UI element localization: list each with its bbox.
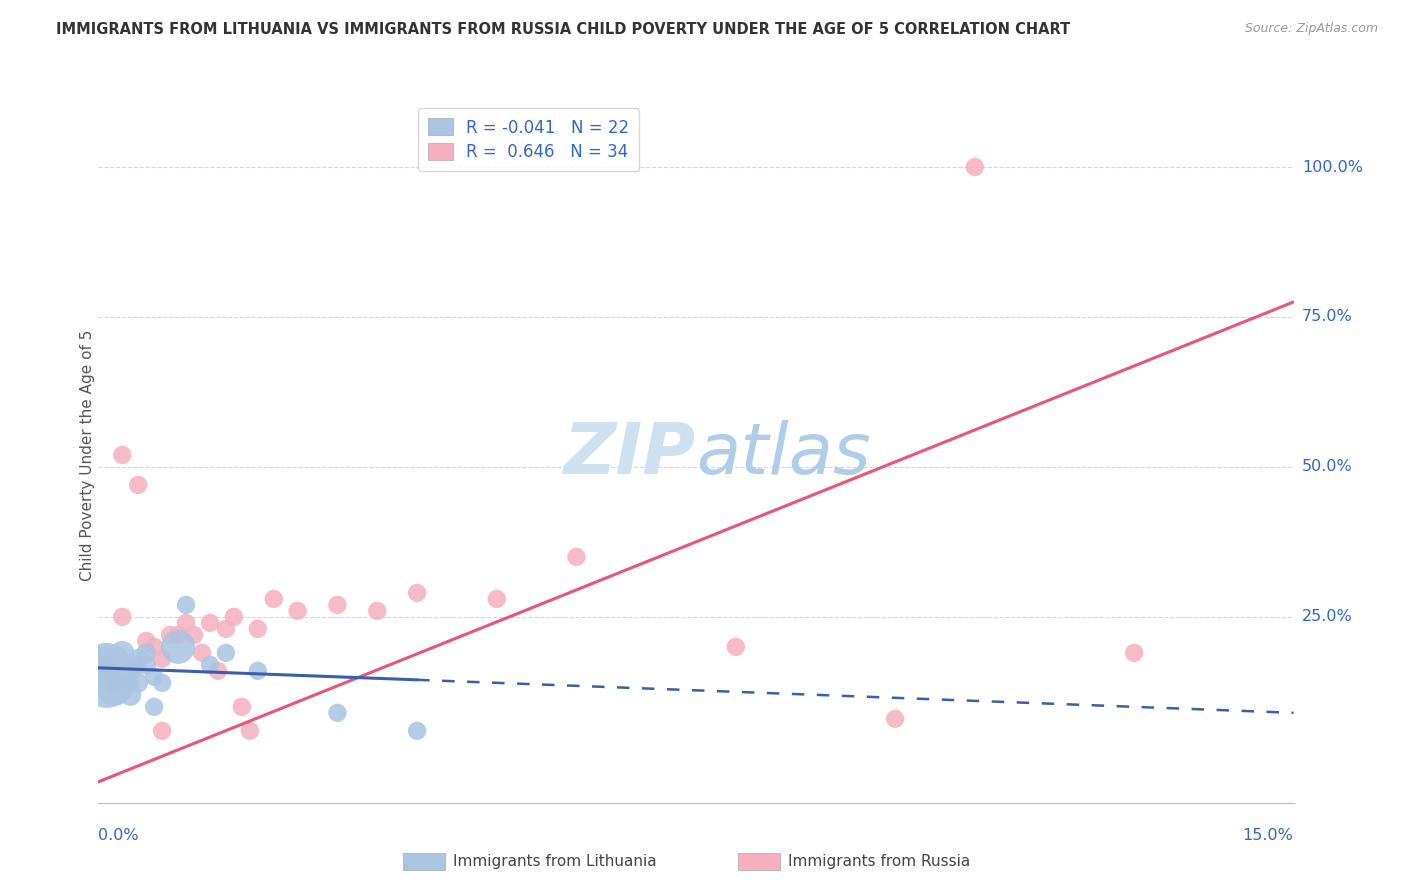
Text: 15.0%: 15.0% (1243, 828, 1294, 843)
Point (198, 657, 221, 672)
Text: Immigrants from Russia: Immigrants from Russia (787, 855, 970, 870)
Text: Immigrants from Lithuania: Immigrants from Lithuania (453, 855, 657, 870)
Point (231, 699, 253, 714)
Point (167, 628, 190, 642)
Point (565, 549, 588, 564)
Point (963, 160, 986, 174)
Point (326, 706, 349, 720)
Point (366, 604, 388, 618)
Bar (404, 853, 446, 871)
Text: atlas: atlas (696, 420, 870, 490)
Point (96, 670, 118, 684)
Point (191, 646, 214, 660)
Point (222, 610, 245, 624)
Text: Source: ZipAtlas.com: Source: ZipAtlas.com (1244, 22, 1378, 36)
Point (239, 723, 262, 738)
Point (159, 628, 181, 642)
Point (246, 664, 269, 678)
Point (96, 657, 118, 672)
Point (127, 676, 149, 690)
Point (135, 633, 157, 648)
Point (406, 723, 429, 738)
Point (198, 615, 221, 630)
Point (884, 712, 907, 726)
Point (183, 628, 205, 642)
Text: 100.0%: 100.0% (1302, 160, 1362, 175)
Point (263, 591, 285, 606)
Text: 0.0%: 0.0% (98, 828, 139, 843)
Point (111, 610, 134, 624)
Point (127, 478, 149, 492)
Point (120, 676, 142, 690)
Point (103, 681, 125, 696)
Point (143, 699, 166, 714)
Point (1123, 646, 1146, 660)
Legend: R = -0.041   N = 22, R =  0.646   N = 34: R = -0.041 N = 22, R = 0.646 N = 34 (418, 109, 640, 171)
Point (167, 640, 190, 654)
Y-axis label: Child Poverty Under the Age of 5: Child Poverty Under the Age of 5 (80, 329, 94, 581)
Point (215, 622, 238, 636)
Point (326, 598, 349, 612)
Point (120, 688, 142, 702)
Point (111, 646, 134, 660)
Point (111, 664, 134, 678)
Point (127, 657, 149, 672)
Point (287, 604, 309, 618)
Bar (738, 853, 780, 871)
Point (143, 670, 166, 684)
Point (246, 622, 269, 636)
Point (120, 664, 142, 678)
Point (406, 586, 429, 600)
Point (150, 723, 173, 738)
Point (150, 676, 173, 690)
Point (103, 676, 125, 690)
Text: 25.0%: 25.0% (1302, 609, 1353, 624)
Text: 50.0%: 50.0% (1302, 459, 1353, 475)
Text: ZIP: ZIP (564, 420, 696, 490)
Point (111, 448, 134, 462)
Point (127, 652, 149, 666)
Point (135, 646, 157, 660)
Point (485, 591, 508, 606)
Point (96, 657, 118, 672)
Point (103, 652, 125, 666)
Point (724, 640, 747, 654)
Point (150, 652, 173, 666)
Point (143, 640, 166, 654)
Point (174, 615, 197, 630)
Text: 75.0%: 75.0% (1302, 310, 1353, 325)
Point (135, 657, 157, 672)
Point (174, 598, 197, 612)
Point (215, 646, 238, 660)
Text: IMMIGRANTS FROM LITHUANIA VS IMMIGRANTS FROM RUSSIA CHILD POVERTY UNDER THE AGE : IMMIGRANTS FROM LITHUANIA VS IMMIGRANTS … (56, 22, 1070, 37)
Point (207, 664, 229, 678)
